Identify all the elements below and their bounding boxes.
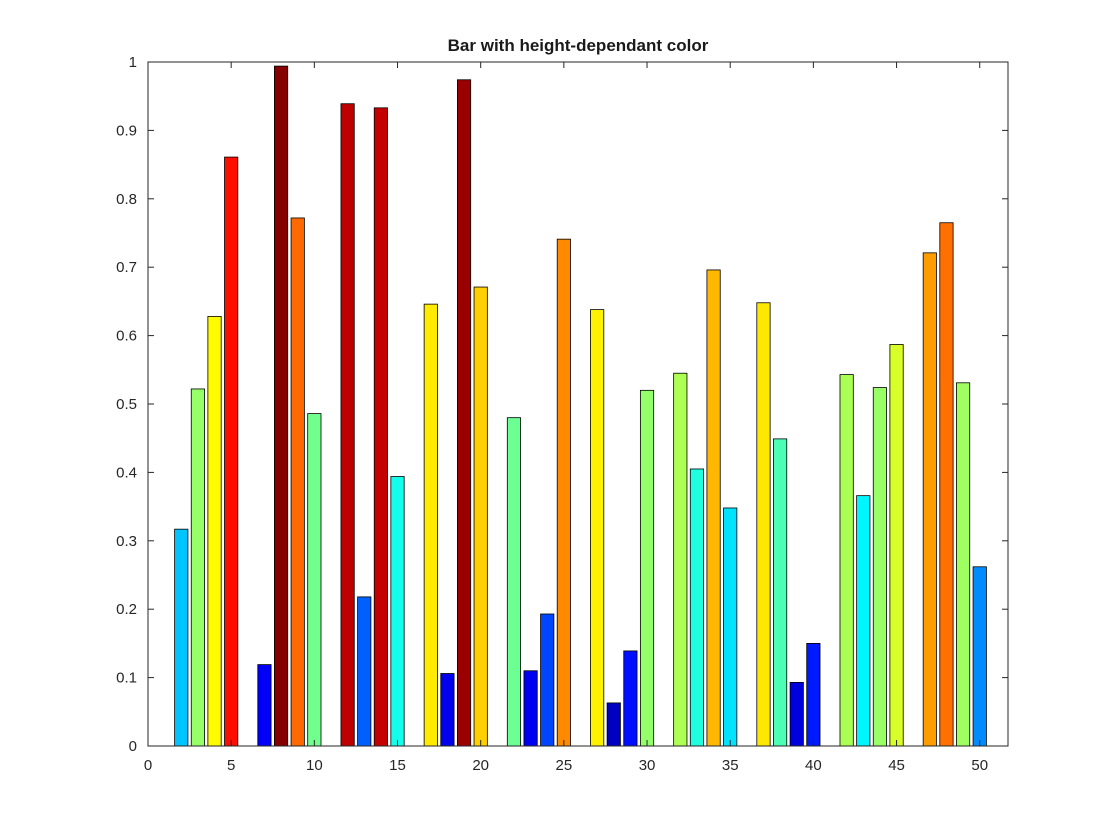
bar (190, 388, 205, 747)
bar (423, 303, 438, 747)
bar (340, 103, 355, 747)
y-tick-label: 0.1 (116, 670, 137, 687)
bar (856, 495, 871, 747)
x-tick-label: 0 (144, 757, 152, 774)
y-tick-label: 0.3 (116, 533, 137, 550)
bar (290, 217, 305, 747)
bar (473, 286, 488, 747)
bar (506, 417, 522, 747)
bar (706, 269, 721, 747)
bar (756, 302, 771, 747)
bar (523, 670, 538, 747)
y-tick-label: 0.9 (116, 122, 137, 139)
bar (556, 238, 571, 747)
bar (673, 372, 688, 747)
bar (939, 222, 954, 747)
chart-title: Bar with height-dependant color (447, 36, 709, 55)
bar (972, 566, 987, 747)
bar (623, 650, 638, 747)
bar (440, 673, 455, 747)
bar (224, 156, 239, 747)
bar (606, 702, 621, 747)
bar (274, 65, 289, 747)
x-tick-label: 50 (971, 757, 988, 774)
bar (257, 664, 272, 747)
bar (889, 344, 904, 747)
x-tick-label: 45 (888, 757, 905, 774)
y-tick-label: 0.6 (116, 328, 137, 345)
bar (174, 528, 189, 747)
x-tick-label: 5 (227, 757, 235, 774)
bar (773, 438, 788, 747)
bar (956, 382, 971, 747)
bar (689, 468, 704, 747)
bar (373, 107, 388, 747)
bar (639, 389, 655, 747)
bar (357, 596, 372, 747)
bar (207, 316, 222, 747)
bar (590, 309, 605, 747)
y-tick-label: 0.7 (116, 259, 137, 276)
bar (922, 252, 937, 747)
y-tick-label: 0.5 (116, 396, 137, 413)
bar (723, 507, 738, 747)
bar (390, 476, 405, 747)
bar (307, 413, 322, 747)
x-tick-label: 25 (556, 757, 573, 774)
y-tick-label: 0.2 (116, 601, 137, 618)
bar (456, 79, 472, 747)
y-tick-label: 0 (129, 738, 137, 755)
bar (872, 387, 887, 747)
x-tick-label: 30 (639, 757, 656, 774)
x-tick-label: 10 (306, 757, 323, 774)
bar (789, 681, 804, 747)
x-tick-label: 35 (722, 757, 739, 774)
y-tick-label: 0.8 (116, 191, 137, 208)
y-tick-label: 0.4 (116, 464, 137, 481)
x-tick-label: 40 (805, 757, 822, 774)
bar (806, 643, 821, 747)
x-tick-label: 15 (389, 757, 406, 774)
x-tick-label: 20 (472, 757, 489, 774)
y-tick-label: 1 (129, 54, 137, 71)
bar (540, 613, 555, 747)
bar (839, 374, 854, 747)
